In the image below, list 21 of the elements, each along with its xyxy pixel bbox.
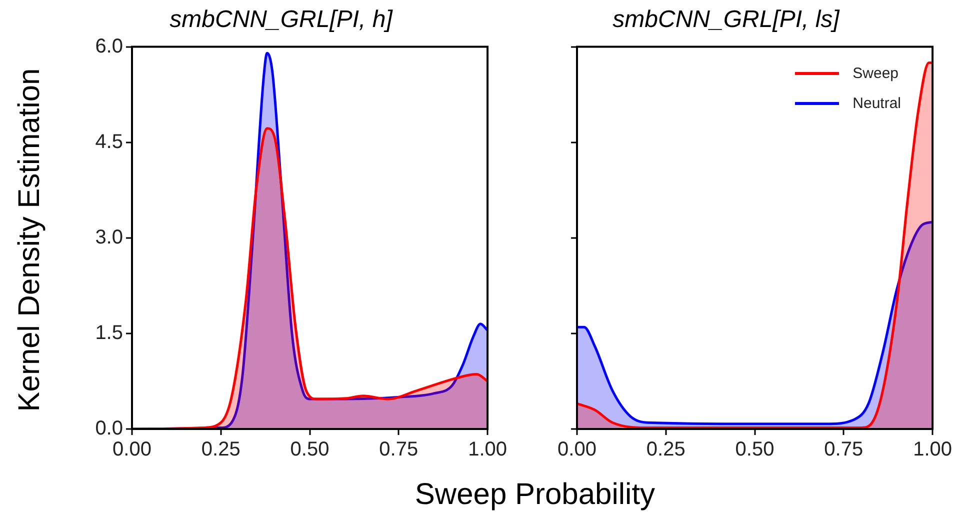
x-tick-label: 0.75 xyxy=(379,438,418,461)
chart-title: smbCNN_GRL[PI, h] xyxy=(170,6,394,34)
y-axis-title: Kernel Density Estimation xyxy=(13,68,47,412)
chart-title: smbCNN_GRL[PI, ls] xyxy=(612,6,841,34)
x-tick-label: 1.00 xyxy=(468,438,508,461)
x-tick-label: 0.50 xyxy=(290,438,330,461)
y-tick-label: 4.5 xyxy=(95,130,123,153)
y-tick-label: 3.0 xyxy=(95,226,123,248)
y-tick-label: 0.0 xyxy=(95,418,123,440)
y-tick-label: 1.5 xyxy=(95,322,123,344)
y-tick-label: 6.0 xyxy=(95,35,123,58)
x-tick-label: 0.25 xyxy=(201,438,240,461)
x-tick-label: 1.00 xyxy=(913,438,952,461)
x-tick-label: 0.00 xyxy=(558,438,596,461)
x-tick-label: 0.25 xyxy=(646,438,686,461)
x-tick-label: 0.00 xyxy=(112,438,152,461)
x-axis-title: Sweep Probability xyxy=(414,478,656,512)
legend-label: Sweep xyxy=(852,64,899,82)
x-tick-label: 0.75 xyxy=(824,438,864,461)
legend-label: Neutral xyxy=(852,94,901,112)
x-tick-label: 0.50 xyxy=(735,438,774,461)
